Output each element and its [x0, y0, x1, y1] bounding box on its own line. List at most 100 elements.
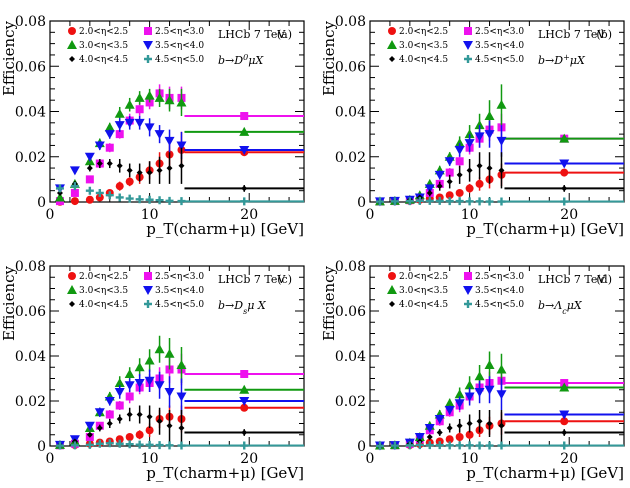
legend-item: 4.0<η<4.5 [389, 55, 448, 65]
legend-item: 3.5<η<4.0 [463, 286, 524, 296]
data-point [86, 165, 93, 172]
data-point [165, 196, 174, 205]
legend-marker [463, 286, 473, 295]
data-point [240, 197, 249, 206]
data-point [498, 422, 505, 429]
data-point [85, 195, 94, 204]
legend-item: 2.5<η<3.0 [464, 27, 524, 37]
y-tick-label: 0.06 [335, 304, 366, 320]
panel-label: (c) [277, 273, 292, 286]
legend-label: 3.0<η<3.5 [399, 41, 448, 51]
data-point [559, 410, 570, 420]
legend-label: 3.5<η<4.0 [475, 41, 524, 51]
decay-label: b→D0μX [218, 53, 264, 68]
legend-marker [144, 300, 152, 308]
data-point [455, 433, 464, 441]
chart-panel-4: 0 0.02 0.04 0.06 0.08 0 10 20 Efficiency p_T(char… [320, 259, 625, 482]
data-point [114, 378, 125, 387]
data-point [115, 193, 124, 202]
data-point [144, 376, 155, 386]
data-point [154, 130, 165, 140]
data-point [435, 441, 444, 450]
series-diamond [56, 147, 304, 196]
data-point [455, 441, 464, 450]
series-cross [375, 196, 624, 206]
data-point [145, 195, 154, 204]
y-tick-label: 0.04 [15, 349, 46, 365]
data-point [474, 132, 485, 142]
data-point [436, 429, 443, 436]
data-point [146, 169, 153, 176]
data-point [445, 197, 454, 206]
x-tick-label: 0 [46, 451, 55, 467]
data-point [176, 141, 187, 151]
series-triangle-down [374, 120, 624, 207]
x-axis-label: p_T(charm+μ) [GeV] [146, 464, 304, 482]
data-point [154, 92, 165, 102]
data-point [156, 167, 163, 174]
data-point [96, 160, 103, 167]
data-point [95, 193, 104, 202]
data-point [106, 160, 113, 167]
legend-item: 3.5<η<4.0 [463, 41, 524, 51]
data-point [560, 197, 569, 206]
data-point [178, 162, 185, 169]
series-square [375, 367, 624, 450]
data-point [155, 441, 164, 450]
data-point [164, 348, 175, 358]
data-point [455, 157, 464, 166]
data-point [241, 429, 248, 436]
data-point [135, 195, 144, 204]
data-point [125, 194, 134, 203]
data-point [444, 157, 455, 167]
legend-label: 2.5<η<3.0 [475, 27, 524, 37]
legend-label: 4.0<η<4.5 [399, 55, 448, 65]
x-axis-label: p_T(charm+μ) [GeV] [146, 220, 304, 238]
data-point [115, 439, 124, 448]
data-point [455, 197, 464, 206]
data-point [446, 178, 453, 185]
data-point [486, 165, 493, 172]
x-tick-label: 20 [240, 451, 258, 467]
data-point [105, 191, 114, 200]
y-tick-label: 0.08 [335, 14, 366, 30]
data-point [176, 97, 187, 107]
y-tick-label: 0.04 [335, 105, 366, 121]
series-triangle-up [54, 88, 304, 202]
data-point [485, 197, 494, 206]
data-point [241, 185, 248, 192]
legend-item: 2.5<η<3.0 [144, 27, 204, 37]
legend-label: 4.0<η<4.5 [399, 300, 448, 310]
data-point [475, 441, 484, 450]
legend-label: 3.5<η<4.0 [155, 41, 204, 51]
data-point [178, 425, 185, 431]
data-point [105, 439, 114, 448]
data-point [474, 120, 485, 130]
data-point [115, 130, 124, 139]
legend: 2.0<η<2.5 2.5<η<3.0 3.0<η<3.5 3.5<η<4.0 4.0<… [387, 272, 524, 310]
data-point [475, 197, 484, 206]
legend-item: 2.0<η<2.5 [388, 272, 448, 282]
chart-panel-1: 0 0.02 0.04 0.06 0.08 0 10 20 Efficiency p_T(char… [0, 14, 305, 238]
data-point [425, 441, 434, 450]
y-tick-label: 0.02 [335, 394, 366, 410]
legend-item: 4.0<η<4.5 [69, 300, 128, 310]
series-triangle-down [54, 369, 304, 450]
legend-marker [67, 40, 77, 49]
data-point [105, 143, 114, 152]
data-point [145, 440, 154, 449]
data-point [559, 159, 570, 169]
y-tick-label: 0.08 [335, 259, 366, 275]
x-tick-label: 0 [366, 451, 375, 467]
data-point [156, 418, 163, 425]
data-point [105, 410, 114, 419]
data-point [424, 424, 435, 433]
data-point [70, 188, 79, 197]
data-point [124, 118, 135, 128]
data-point [69, 166, 80, 176]
y-axis-label: Efficiency [0, 265, 18, 341]
legend-item: 2.5<η<3.0 [464, 272, 524, 282]
data-point [239, 145, 250, 155]
data-point [136, 169, 143, 176]
data-point [154, 344, 165, 354]
